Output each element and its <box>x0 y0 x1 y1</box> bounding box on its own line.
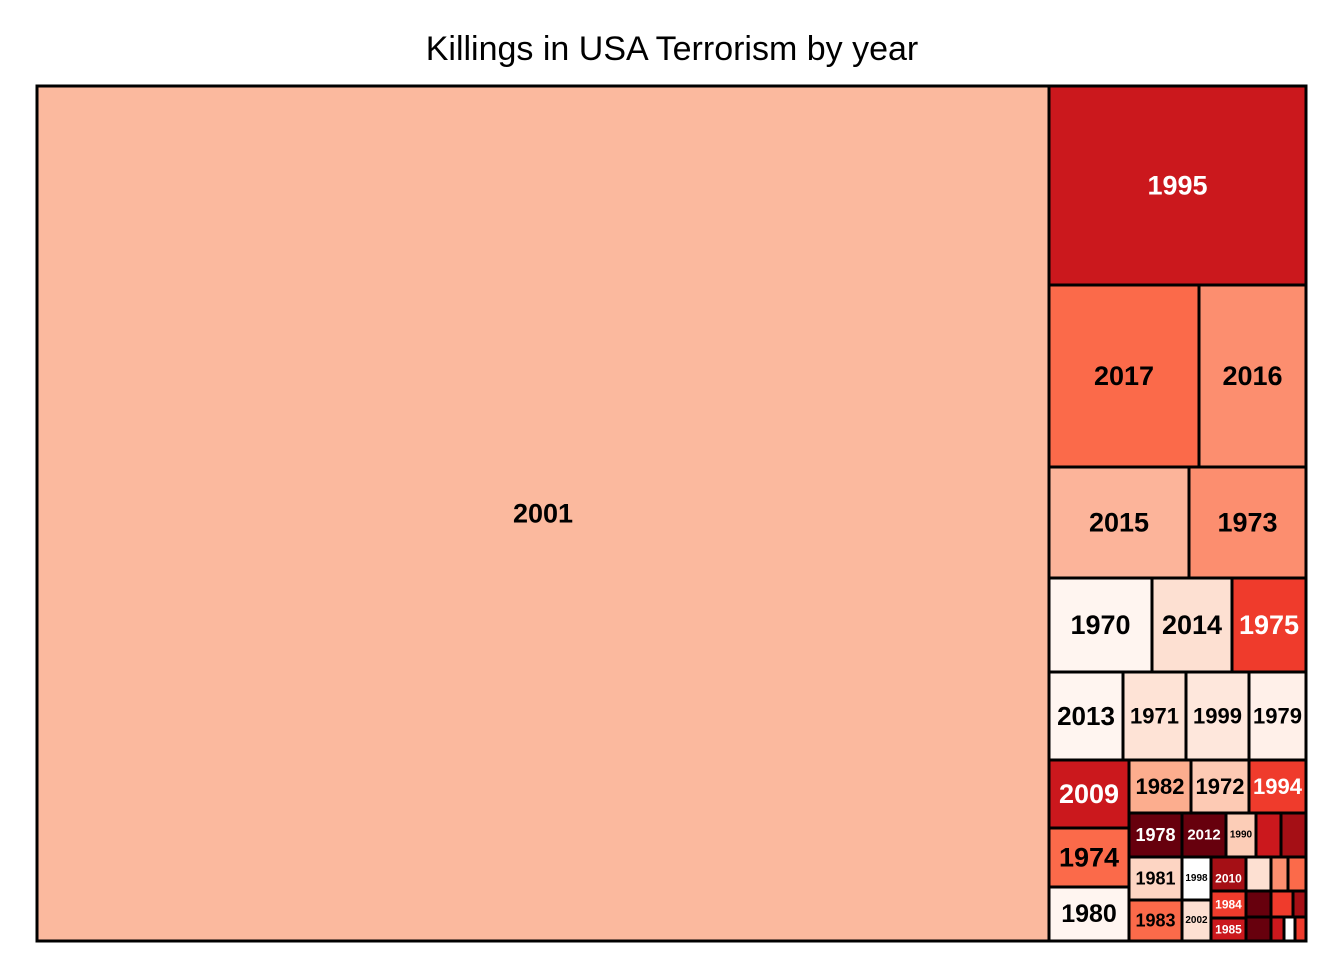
tile-rect-1974 <box>1047 826 1131 889</box>
tile-label-1981: 1981 <box>1135 869 1175 889</box>
treemap-tile-unlabeled-27 <box>1269 855 1290 893</box>
tile-rect-unlabeled-37 <box>1244 915 1273 943</box>
tile-label-1984: 1984 <box>1215 898 1242 912</box>
tile-label-2001: 2001 <box>513 499 573 529</box>
treemap-tile-1995: 1995 <box>1047 84 1308 287</box>
chart-title: Killings in USA Terrorism by year <box>425 30 919 68</box>
tile-label-2013: 2013 <box>1057 701 1115 731</box>
treemap-tile-unlabeled-38 <box>1269 915 1286 943</box>
tile-rect-2014 <box>1150 576 1234 674</box>
tile-rect-unlabeled-34 <box>1244 889 1273 919</box>
tile-rect-2001 <box>35 84 1051 943</box>
treemap-tile-2012: 2012 <box>1180 811 1228 859</box>
tile-rect-1990 <box>1224 811 1258 859</box>
treemap-tile-1981: 1981 <box>1127 855 1184 902</box>
tile-rect-unlabeled-26 <box>1244 855 1273 893</box>
tile-label-2014: 2014 <box>1162 610 1222 640</box>
treemap-tile-1978: 1978 <box>1127 811 1184 859</box>
treemap-tile-2002: 2002 <box>1180 898 1213 943</box>
treemap-tile-2009: 2009 <box>1047 758 1131 830</box>
treemap-tile-2016: 2016 <box>1197 283 1308 469</box>
tile-rect-unlabeled-35 <box>1269 889 1295 919</box>
treemap-tile-1999: 1999 <box>1184 670 1251 762</box>
treemap-tile-1994: 1994 <box>1247 758 1308 815</box>
tile-rect-1999 <box>1184 670 1251 762</box>
treemap-tile-1982: 1982 <box>1127 758 1193 815</box>
tile-label-1990: 1990 <box>1230 830 1253 841</box>
tile-label-2017: 2017 <box>1094 361 1154 391</box>
tile-rect-unlabeled-21 <box>1254 811 1283 859</box>
treemap-tile-1998: 1998 <box>1180 855 1213 902</box>
tile-label-1983: 1983 <box>1135 911 1175 931</box>
treemap-tile-2014: 2014 <box>1150 576 1234 674</box>
tile-rect-1978 <box>1127 811 1184 859</box>
treemap-tile-unlabeled-39 <box>1282 915 1297 943</box>
treemap-tile-unlabeled-35 <box>1269 889 1295 919</box>
treemap-tile-1979: 1979 <box>1247 670 1308 762</box>
tile-label-1980: 1980 <box>1061 900 1117 928</box>
treemap-tile-2015: 2015 <box>1047 465 1191 580</box>
tile-label-1994: 1994 <box>1253 774 1303 799</box>
treemap-tile-unlabeled-22 <box>1279 811 1308 859</box>
tile-label-1985: 1985 <box>1215 923 1242 937</box>
treemap-tile-unlabeled-37 <box>1244 915 1273 943</box>
tile-label-1999: 1999 <box>1193 704 1242 729</box>
tile-label-1979: 1979 <box>1253 704 1302 729</box>
treemap-tile-1974: 1974 <box>1047 826 1131 889</box>
treemap-tile-2013: 2013 <box>1047 670 1125 762</box>
treemap-tile-unlabeled-28 <box>1286 855 1308 893</box>
tile-label-1975: 1975 <box>1239 610 1299 640</box>
tile-rect-1998 <box>1180 855 1213 902</box>
tile-rect-1994 <box>1247 758 1308 815</box>
treemap-tile-1970: 1970 <box>1047 576 1154 674</box>
tile-label-1970: 1970 <box>1070 610 1130 640</box>
tile-label-1982: 1982 <box>1136 774 1185 799</box>
treemap-tile-1985: 1985 <box>1209 916 1248 943</box>
treemap-tile-1975: 1975 <box>1230 576 1308 674</box>
tile-label-1972: 1972 <box>1196 774 1245 799</box>
treemap-tile-2017: 2017 <box>1047 283 1201 469</box>
treemap-tile-2001: 2001 <box>35 84 1051 943</box>
tile-rect-2017 <box>1047 283 1201 469</box>
treemap-tile-unlabeled-36 <box>1291 889 1308 919</box>
tile-rect-1982 <box>1127 758 1193 815</box>
treemap-tile-1980: 1980 <box>1047 885 1131 943</box>
treemap-tile-1984: 1984 <box>1209 889 1248 920</box>
tile-label-2012: 2012 <box>1187 827 1220 844</box>
treemap-tile-1990: 1990 <box>1224 811 1258 859</box>
treemap-tile-unlabeled-40 <box>1293 915 1308 943</box>
tile-label-1998: 1998 <box>1185 873 1208 884</box>
tile-rect-unlabeled-40 <box>1293 915 1308 943</box>
tile-label-2015: 2015 <box>1089 508 1149 538</box>
tile-rect-2002 <box>1180 898 1213 943</box>
tile-label-2002: 2002 <box>1185 915 1208 926</box>
tile-label-2010: 2010 <box>1215 872 1242 886</box>
tile-label-1995: 1995 <box>1147 171 1207 201</box>
tile-rect-unlabeled-27 <box>1269 855 1290 893</box>
treemap-border <box>35 84 1308 943</box>
treemap-tile-1983: 1983 <box>1127 898 1184 943</box>
tile-label-2016: 2016 <box>1222 361 1282 391</box>
tile-label-1974: 1974 <box>1059 843 1119 873</box>
treemap-tile-unlabeled-26 <box>1244 855 1273 893</box>
treemap-tile-1973: 1973 <box>1187 465 1308 580</box>
tile-rect-2013 <box>1047 670 1125 762</box>
treemap-tile-1971: 1971 <box>1121 670 1188 762</box>
tile-rect-2009 <box>1047 758 1131 830</box>
tile-rect-unlabeled-28 <box>1286 855 1308 893</box>
tile-rect-unlabeled-38 <box>1269 915 1286 943</box>
tile-label-1973: 1973 <box>1217 508 1277 538</box>
treemap-tile-unlabeled-21 <box>1254 811 1283 859</box>
treemap-tile-1972: 1972 <box>1189 758 1251 815</box>
treemap-tile-unlabeled-34 <box>1244 889 1273 919</box>
tile-rect-unlabeled-36 <box>1291 889 1308 919</box>
tile-label-1971: 1971 <box>1130 704 1179 729</box>
tile-rect-unlabeled-39 <box>1282 915 1297 943</box>
tile-label-1978: 1978 <box>1135 825 1175 845</box>
tile-rect-unlabeled-22 <box>1279 811 1308 859</box>
tile-label-2009: 2009 <box>1059 779 1119 809</box>
